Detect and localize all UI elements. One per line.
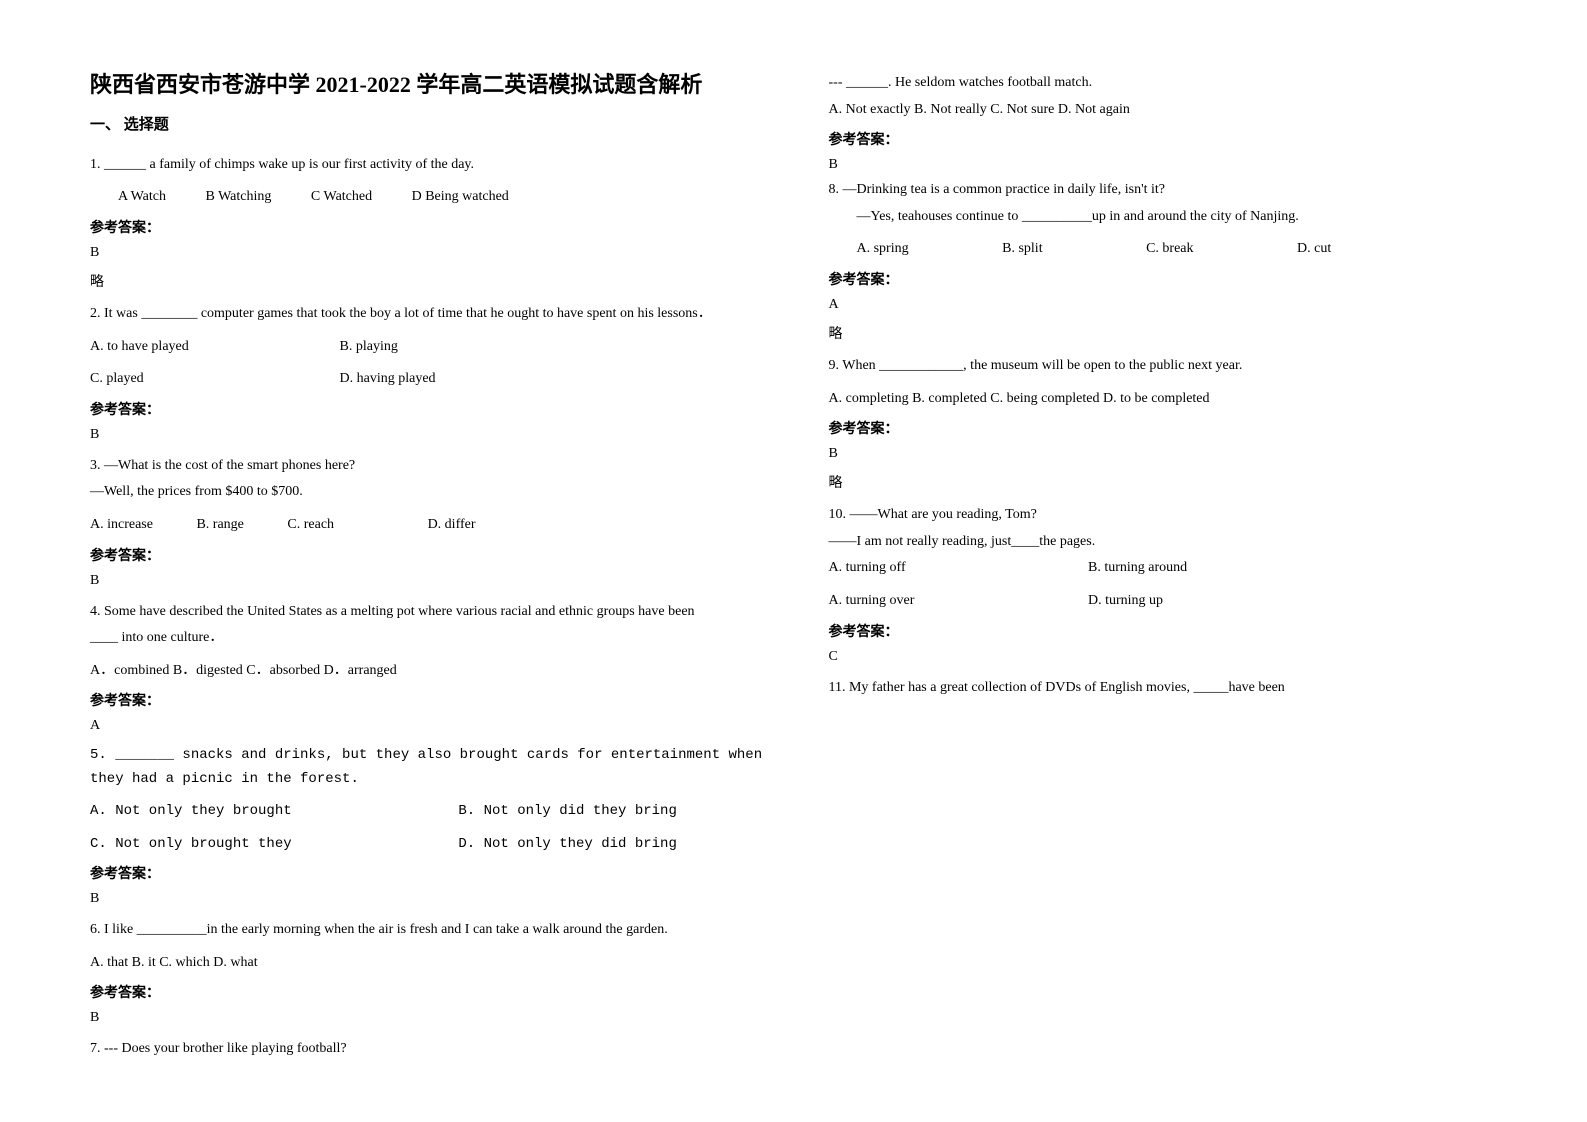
- q8-opt-c: C. break: [1146, 236, 1193, 263]
- q3-opt-c: C. reach: [287, 512, 334, 539]
- q4-options: A．combined B．digested C．absorbed D．arran…: [90, 658, 769, 685]
- q7-answer: B: [829, 157, 1508, 173]
- q2-answer: B: [90, 427, 769, 443]
- q10-line1: 10. ——What are you reading, Tom?: [829, 502, 1508, 529]
- q3-opt-a: A. increase: [90, 512, 153, 539]
- q5-opt-a: A. Not only they brought: [90, 798, 450, 825]
- q8-opt-a: A. spring: [857, 236, 909, 263]
- q7-line2: --- ______. He seldom watches football m…: [829, 70, 1508, 97]
- question-6: 6. I like __________in the early morning…: [90, 917, 769, 1026]
- q3-opt-b: B. range: [196, 512, 243, 539]
- q6-options: A. that B. it C. which D. what: [90, 950, 769, 977]
- q2-options-row2: C. played D. having played: [90, 366, 769, 393]
- q8-line1: 8. —Drinking tea is a common practice in…: [829, 177, 1508, 204]
- q3-options: A. increase B. range C. reach D. differ: [90, 512, 769, 539]
- question-1: 1. ______ a family of chimps wake up is …: [90, 152, 769, 291]
- q1-opt-a: A Watch: [118, 184, 166, 211]
- q1-answer-label: 参考答案：: [90, 217, 769, 237]
- q1-options: A Watch B Watching C Watched D Being wat…: [90, 184, 769, 211]
- q2-opt-c: C. played: [90, 366, 300, 393]
- q2-opt-d: D. having played: [340, 366, 436, 393]
- q7-line1: 7. --- Does your brother like playing fo…: [90, 1036, 769, 1063]
- q10-opt-c: A. turning over: [829, 588, 1049, 615]
- q10-opt-d: D. turning up: [1088, 588, 1163, 615]
- q5-opt-d: D. Not only they did bring: [458, 831, 676, 858]
- q5-opt-b: B. Not only did they bring: [458, 798, 676, 825]
- q2-opt-a: A. to have played: [90, 334, 300, 361]
- q5-opt-c: C. Not only brought they: [90, 831, 450, 858]
- q1-text: 1. ______ a family of chimps wake up is …: [90, 152, 769, 179]
- q7-answer-label: 参考答案：: [829, 129, 1508, 149]
- q8-answer-label: 参考答案：: [829, 269, 1508, 289]
- q1-opt-d: D Being watched: [412, 184, 509, 211]
- q4-line1: 4. Some have described the United States…: [90, 599, 769, 626]
- q9-text: 9. When ____________, the museum will be…: [829, 353, 1508, 380]
- q8-note: 略: [829, 323, 1508, 343]
- q8-line2: —Yes, teahouses continue to __________up…: [829, 204, 1508, 231]
- q4-answer-label: 参考答案：: [90, 690, 769, 710]
- q8-opt-d: D. cut: [1297, 236, 1331, 263]
- q3-line2: —Well, the prices from $400 to $700.: [90, 479, 769, 506]
- q2-opt-b: B. playing: [340, 334, 398, 361]
- q8-opt-b: B. split: [1002, 236, 1042, 263]
- q5-text: 5. _______ snacks and drinks, but they a…: [90, 744, 769, 792]
- q4-line2: ____ into one culture．: [90, 625, 769, 652]
- q10-opt-a: A. turning off: [829, 555, 1049, 582]
- q2-options-row1: A. to have played B. playing: [90, 334, 769, 361]
- q7-options: A. Not exactly B. Not really C. Not sure…: [829, 97, 1508, 124]
- q6-answer: B: [90, 1010, 769, 1026]
- question-8: 8. —Drinking tea is a common practice in…: [829, 177, 1508, 343]
- question-11: 11. My father has a great collection of …: [829, 675, 1508, 702]
- q5-options-row1: A. Not only they brought B. Not only did…: [90, 798, 769, 825]
- question-5: 5. _______ snacks and drinks, but they a…: [90, 744, 769, 907]
- q1-opt-b: B Watching: [206, 184, 272, 211]
- q3-line1: 3. —What is the cost of the smart phones…: [90, 453, 769, 480]
- q5-answer: B: [90, 891, 769, 907]
- q9-options: A. completing B. completed C. being comp…: [829, 386, 1508, 413]
- q3-answer: B: [90, 573, 769, 589]
- question-9: 9. When ____________, the museum will be…: [829, 353, 1508, 492]
- q10-answer-label: 参考答案：: [829, 621, 1508, 641]
- q5-answer-label: 参考答案：: [90, 863, 769, 883]
- q2-text: 2. It was ________ computer games that t…: [90, 301, 769, 328]
- q8-answer: A: [829, 297, 1508, 313]
- q8-options: A. spring B. split C. break D. cut: [829, 236, 1508, 263]
- q11-text: 11. My father has a great collection of …: [829, 675, 1508, 702]
- q9-note: 略: [829, 472, 1508, 492]
- page-container: 陕西省西安市苍游中学 2021-2022 学年高二英语模拟试题含解析 一、 选择…: [0, 0, 1587, 1122]
- question-2: 2. It was ________ computer games that t…: [90, 301, 769, 443]
- question-10: 10. ——What are you reading, Tom? ——I am …: [829, 502, 1508, 664]
- question-4: 4. Some have described the United States…: [90, 599, 769, 735]
- document-title: 陕西省西安市苍游中学 2021-2022 学年高二英语模拟试题含解析: [90, 70, 769, 101]
- q2-answer-label: 参考答案：: [90, 399, 769, 419]
- q9-answer: B: [829, 446, 1508, 462]
- q6-text: 6. I like __________in the early morning…: [90, 917, 769, 944]
- q1-opt-c: C Watched: [311, 184, 372, 211]
- q1-note: 略: [90, 271, 769, 291]
- q6-answer-label: 参考答案：: [90, 982, 769, 1002]
- q5-options-row2: C. Not only brought they D. Not only the…: [90, 831, 769, 858]
- q10-options-row1: A. turning off B. turning around: [829, 555, 1508, 582]
- q9-answer-label: 参考答案：: [829, 418, 1508, 438]
- question-3: 3. —What is the cost of the smart phones…: [90, 453, 769, 589]
- q10-line2: ——I am not really reading, just____the p…: [829, 529, 1508, 556]
- q1-answer: B: [90, 245, 769, 261]
- section-heading: 一、 选择题: [90, 113, 769, 134]
- q4-answer: A: [90, 718, 769, 734]
- q10-answer: C: [829, 649, 1508, 665]
- q3-opt-d: D. differ: [428, 512, 476, 539]
- q10-opt-b: B. turning around: [1088, 555, 1187, 582]
- q10-options-row2: A. turning over D. turning up: [829, 588, 1508, 615]
- q3-answer-label: 参考答案：: [90, 545, 769, 565]
